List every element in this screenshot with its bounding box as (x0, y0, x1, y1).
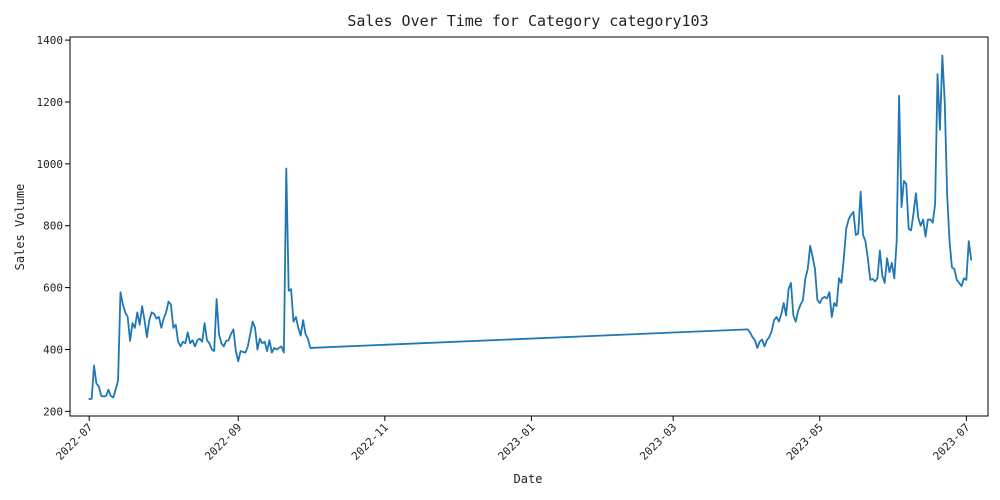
y-axis-label: Sales Volume (13, 184, 27, 271)
y-tick-label: 200 (43, 405, 63, 418)
x-tick-label: 2023-05 (784, 421, 826, 463)
x-axis-label: Date (514, 472, 543, 486)
axes-frame (69, 36, 989, 417)
x-tick-label: 2022-11 (349, 421, 391, 463)
x-tick-label: 2022-07 (53, 421, 95, 463)
x-axis: 2022-07 2022-09 2022-11 2023-01 2023-03 2023-… (53, 416, 972, 463)
x-tick-label: 2023-01 (496, 421, 538, 463)
x-tick-label: 2023-03 (637, 421, 679, 463)
y-tick-label: 400 (43, 343, 63, 356)
y-tick-label: 1200 (37, 96, 64, 109)
y-tick-label: 1000 (37, 158, 64, 171)
y-tick-label: 1400 (37, 34, 64, 47)
x-tick-label: 2022-09 (202, 421, 244, 463)
chart-title: Sales Over Time for Category category103 (347, 12, 708, 30)
y-axis: 200 400 600 800 1000 1200 1400 (37, 34, 70, 418)
y-tick-label: 800 (43, 220, 63, 233)
y-tick-label: 600 (43, 282, 63, 295)
series-line-sales (88, 54, 973, 400)
x-tick-label: 2023-07 (931, 421, 973, 463)
plot-area (69, 36, 989, 417)
